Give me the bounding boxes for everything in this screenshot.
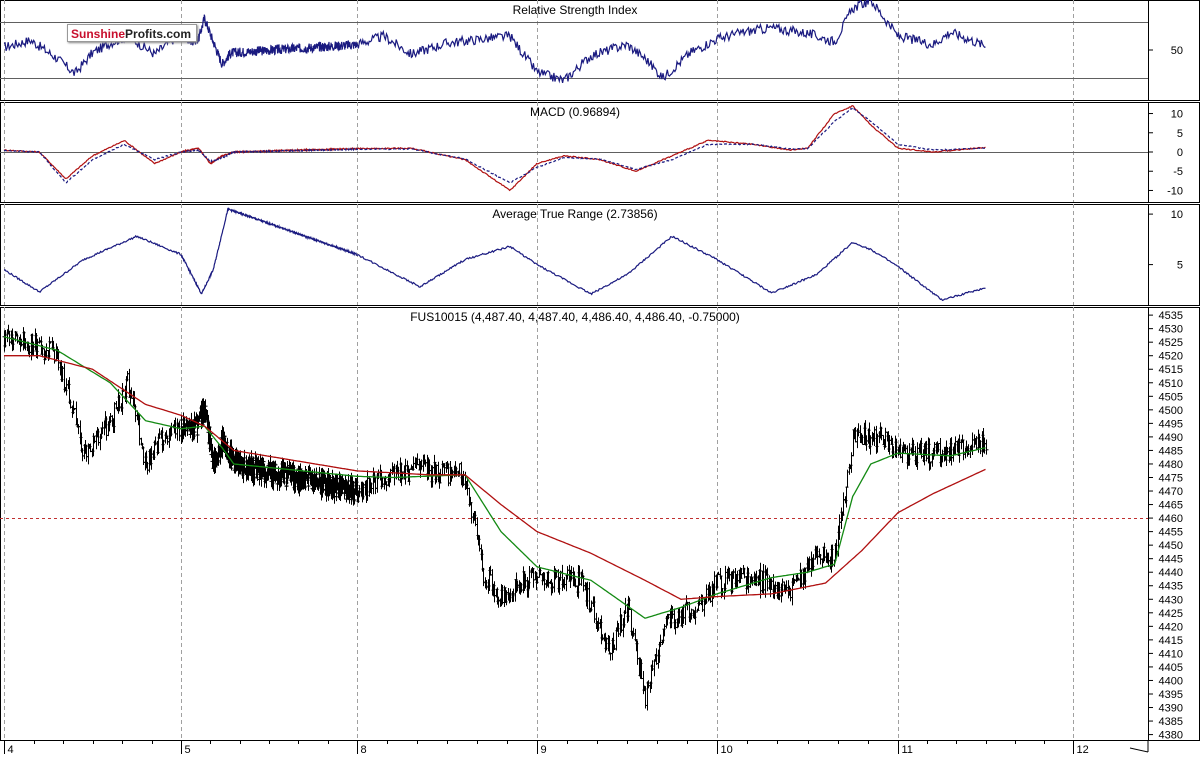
pane-1-ytick-label-1: 5 bbox=[1177, 128, 1183, 140]
pane-3-ytick-label-17: 4450 bbox=[1159, 540, 1183, 552]
pane-0-series-0-line bbox=[3, 0, 986, 84]
pane-3-ytick-label-9: 4490 bbox=[1159, 432, 1183, 444]
pane-3-ytick-label-4: 4515 bbox=[1159, 364, 1183, 376]
pane-3-ytick-label-22: 4425 bbox=[1159, 608, 1183, 620]
pane-1-title: MACD (0.96894) bbox=[530, 105, 620, 119]
pane-3-ytick-label-6: 4505 bbox=[1159, 391, 1183, 403]
pane-1-ytick-label-4: -10 bbox=[1167, 185, 1183, 197]
pane-3-ytick-label-1: 4530 bbox=[1159, 324, 1183, 336]
pane-3-ytick-label-14: 4465 bbox=[1159, 500, 1183, 512]
pane-3-ytick-label-21: 4430 bbox=[1159, 594, 1183, 606]
pane-3-ytick-label-20: 4435 bbox=[1159, 581, 1183, 593]
x-tick-label-2: 8 bbox=[361, 744, 367, 756]
pane-0-ytick-label-0: 50 bbox=[1171, 45, 1183, 57]
pane-2-series-0-line bbox=[4, 207, 986, 302]
pane-3-box bbox=[0, 307, 1200, 741]
pane-3-ytick-label-13: 4470 bbox=[1159, 486, 1183, 498]
pane-3-ytick-label-28: 4395 bbox=[1159, 689, 1183, 701]
x-tick-label-5: 11 bbox=[902, 744, 913, 756]
x-tick-label-6: 12 bbox=[1077, 744, 1089, 756]
brand-part2: Profits.com bbox=[125, 27, 192, 41]
price-ma-1-line bbox=[4, 355, 986, 600]
pane-3-ytick-label-25: 4410 bbox=[1159, 648, 1183, 660]
pane-3-ytick-label-16: 4455 bbox=[1159, 527, 1183, 539]
x-tick-label-4: 10 bbox=[721, 744, 733, 756]
pane-3-ytick-label-12: 4475 bbox=[1159, 472, 1183, 484]
pane-3-ytick-label-7: 4500 bbox=[1159, 405, 1183, 417]
pane-2-ytick-label-0: 10 bbox=[1171, 209, 1183, 221]
pane-3-ytick-label-0: 4535 bbox=[1159, 310, 1183, 322]
x-tick-label-1: 5 bbox=[185, 744, 191, 756]
pane-1-series-1-line bbox=[3, 106, 986, 184]
brand-part1: Sunshine bbox=[71, 27, 126, 41]
pane-3-title: FUS10015 (4,487.40, 4,487.40, 4,486.40, … bbox=[410, 310, 740, 324]
pane-3-ytick-label-18: 4445 bbox=[1159, 554, 1183, 566]
pane-3-ytick-label-8: 4495 bbox=[1159, 418, 1183, 430]
pane-3-ytick-label-3: 4520 bbox=[1159, 351, 1183, 363]
pane-1-ytick-label-3: -5 bbox=[1173, 166, 1183, 178]
pane-3-ytick-label-10: 4485 bbox=[1159, 445, 1183, 457]
pane-1-ytick-label-2: 0 bbox=[1177, 147, 1183, 159]
pane-3-ytick-label-23: 4420 bbox=[1159, 621, 1183, 633]
price-ma-0-line bbox=[3, 336, 986, 619]
x-tick-label-3: 9 bbox=[541, 744, 547, 756]
pane-3-ytick-label-31: 4380 bbox=[1159, 730, 1183, 742]
pane-3-ytick-label-27: 4400 bbox=[1159, 675, 1183, 687]
pane-3-ytick-label-15: 4460 bbox=[1159, 513, 1183, 525]
brand-logo: SunshineProfits.com bbox=[67, 24, 197, 42]
pane-3-ytick-label-26: 4405 bbox=[1159, 662, 1183, 674]
pane-3-ytick-label-11: 4480 bbox=[1159, 459, 1183, 471]
pane-2-title: Average True Range (2.73856) bbox=[492, 207, 657, 221]
pane-3-ytick-label-19: 4440 bbox=[1159, 567, 1183, 579]
x-axis-arrow bbox=[1129, 740, 1149, 753]
pane-2-ytick-label-1: 5 bbox=[1177, 260, 1183, 272]
pane-1-ytick-label-0: 10 bbox=[1171, 109, 1183, 121]
pane-0-title: Relative Strength Index bbox=[513, 3, 638, 17]
pane-3-ytick-label-24: 4415 bbox=[1159, 635, 1183, 647]
pane-3-ytick-label-29: 4390 bbox=[1159, 703, 1183, 715]
x-tick-label-0: 4 bbox=[8, 744, 14, 756]
pane-3-ytick-label-2: 4525 bbox=[1159, 337, 1183, 349]
pane-3-ytick-label-5: 4510 bbox=[1159, 378, 1183, 390]
pane-3-ytick-label-30: 4385 bbox=[1159, 716, 1183, 728]
